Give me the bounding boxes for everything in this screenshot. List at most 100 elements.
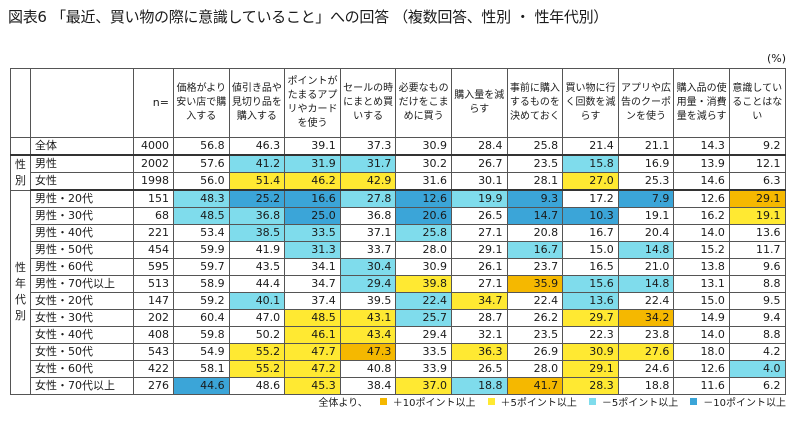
row-label: 男性・40代 xyxy=(30,224,134,242)
value-cell: 47.0 xyxy=(228,309,286,327)
value-cell: 31.7 xyxy=(339,154,397,173)
value-cell: 48.6 xyxy=(228,377,286,395)
value-cell: 33.5 xyxy=(284,224,341,242)
value-cell: 38.4 xyxy=(339,377,397,395)
value-cell: 4.0 xyxy=(728,360,786,378)
value-cell: 12.1 xyxy=(728,154,786,173)
legend-swatch-m5 xyxy=(588,398,596,405)
value-cell: 27.1 xyxy=(450,224,508,242)
value-cell: 14.8 xyxy=(617,241,675,259)
table-row: 男性・70代以上 513 58.9 44.4 34.7 29.4 39.8 27.1 35.9 1… xyxy=(11,275,786,293)
col-header: 購入品の使用量・消費量を減らす xyxy=(673,68,730,138)
value-cell: 27.6 xyxy=(617,343,675,361)
value-cell: 40.8 xyxy=(339,360,397,378)
value-cell: 16.7 xyxy=(562,224,619,242)
table-row: 女性・20代 147 59.2 40.1 37.4 39.5 22.4 34.7 22.4 13.… xyxy=(11,292,786,310)
value-cell: 35.9 xyxy=(506,275,564,293)
table-row: 男性・50代 454 59.9 41.9 31.3 33.7 28.0 29.1 16.7 15.… xyxy=(11,241,786,259)
header-n: n= xyxy=(133,68,174,138)
row-n: 147 xyxy=(133,292,174,310)
value-cell: 47.7 xyxy=(284,343,341,361)
value-cell: 15.6 xyxy=(562,275,619,293)
value-cell: 50.2 xyxy=(228,326,286,344)
value-cell: 28.1 xyxy=(506,172,564,191)
value-cell: 30.1 xyxy=(450,172,508,191)
row-n: 513 xyxy=(133,275,174,293)
value-cell: 30.9 xyxy=(395,258,452,276)
value-cell: 19.1 xyxy=(728,207,786,225)
value-cell: 42.9 xyxy=(339,172,397,191)
value-cell: 26.5 xyxy=(450,207,508,225)
table-row: 全体 4000 56.8 46.3 39.1 37.3 30.9 28.4 25.8 21.4 21… xyxy=(10,137,786,156)
value-cell: 10.3 xyxy=(562,207,619,225)
value-cell: 14.9 xyxy=(673,309,730,327)
value-cell: 9.5 xyxy=(728,292,786,310)
row-n: 1998 xyxy=(133,172,174,191)
legend-label-m5: －5ポイント以上 xyxy=(601,398,679,409)
value-cell: 22.4 xyxy=(617,292,675,310)
value-cell: 6.3 xyxy=(728,172,786,191)
legend-label-p10: ＋10ポイント以上 xyxy=(392,398,476,409)
value-cell: 29.7 xyxy=(562,309,619,327)
row-label: 男性・50代 xyxy=(30,241,134,259)
value-cell: 34.7 xyxy=(284,275,341,293)
value-cell: 21.4 xyxy=(562,137,619,156)
data-table: n= 価格がより安い店で購入する 値引き品や見切り品を購入する ポイントがたまる… xyxy=(10,68,786,395)
value-cell: 26.5 xyxy=(450,360,508,378)
value-cell: 28.4 xyxy=(450,137,508,156)
value-cell: 14.3 xyxy=(673,137,730,156)
value-cell: 55.2 xyxy=(228,360,286,378)
value-cell: 39.8 xyxy=(395,275,452,293)
legend-swatch-m10 xyxy=(690,398,698,405)
value-cell: 23.7 xyxy=(506,258,564,276)
value-cell: 54.9 xyxy=(173,343,230,361)
legend-prefix: 全体より、 xyxy=(318,398,368,409)
row-label: 女性・60代 xyxy=(30,360,134,378)
value-cell: 47.2 xyxy=(284,360,341,378)
group-label-char: 別 xyxy=(15,173,26,187)
value-cell: 25.7 xyxy=(395,309,452,327)
row-n: 151 xyxy=(133,189,174,208)
value-cell: 51.4 xyxy=(228,172,286,191)
value-cell: 15.2 xyxy=(673,241,730,259)
table-row: 女性・60代 422 58.1 55.2 47.2 40.8 33.9 26.5 28.0 29.… xyxy=(11,360,786,378)
value-cell: 9.6 xyxy=(728,258,786,276)
value-cell: 8.8 xyxy=(728,275,786,293)
table-row: 女性・40代 408 59.8 50.2 46.1 43.4 29.4 32.1 23.5 22.… xyxy=(11,326,786,344)
value-cell: 13.9 xyxy=(673,154,730,173)
header-group-blank xyxy=(10,68,31,138)
value-cell: 46.3 xyxy=(228,137,286,156)
value-cell: 20.4 xyxy=(617,224,675,242)
row-label: 女性・20代 xyxy=(30,292,134,310)
value-cell: 32.1 xyxy=(450,326,508,344)
value-cell: 37.4 xyxy=(284,292,341,310)
value-cell: 12.6 xyxy=(673,360,730,378)
value-cell: 27.8 xyxy=(339,189,397,208)
col-header: アプリや広告のクーポンを使う xyxy=(617,68,675,138)
row-label: 女性・50代 xyxy=(30,343,134,361)
col-header: 事前に購入するものを決めておく xyxy=(506,68,564,138)
row-n: 408 xyxy=(133,326,174,344)
value-cell: 25.2 xyxy=(228,189,286,208)
group-label xyxy=(10,137,31,156)
col-header: 価格がより安い店で購入する xyxy=(173,68,230,138)
value-cell: 25.8 xyxy=(395,224,452,242)
legend: 全体より、 ＋10ポイント以上 ＋5ポイント以上 －5ポイント以上 －10ポイン… xyxy=(318,394,786,409)
group-label-char: 性 xyxy=(15,261,26,275)
value-cell: 20.6 xyxy=(395,207,452,225)
value-cell: 30.9 xyxy=(562,343,619,361)
value-cell: 30.9 xyxy=(395,137,452,156)
value-cell: 28.7 xyxy=(450,309,508,327)
table-row: 性年代別男性・20代 151 48.3 25.2 16.6 27.8 12.6 19.9 9.3… xyxy=(10,189,786,395)
value-cell: 9.3 xyxy=(506,189,564,208)
row-label: 男性・20代 xyxy=(30,189,134,208)
value-cell: 25.3 xyxy=(617,172,675,191)
col-header: 買い物に行く回数を減らす xyxy=(562,68,619,138)
unit-label: (%) xyxy=(766,52,786,65)
value-cell: 29.1 xyxy=(728,189,786,208)
value-cell: 60.4 xyxy=(173,309,230,327)
value-cell: 26.1 xyxy=(450,258,508,276)
value-cell: 28.0 xyxy=(506,360,564,378)
legend-label-p5: ＋5ポイント以上 xyxy=(500,398,577,409)
value-cell: 26.7 xyxy=(450,154,508,173)
